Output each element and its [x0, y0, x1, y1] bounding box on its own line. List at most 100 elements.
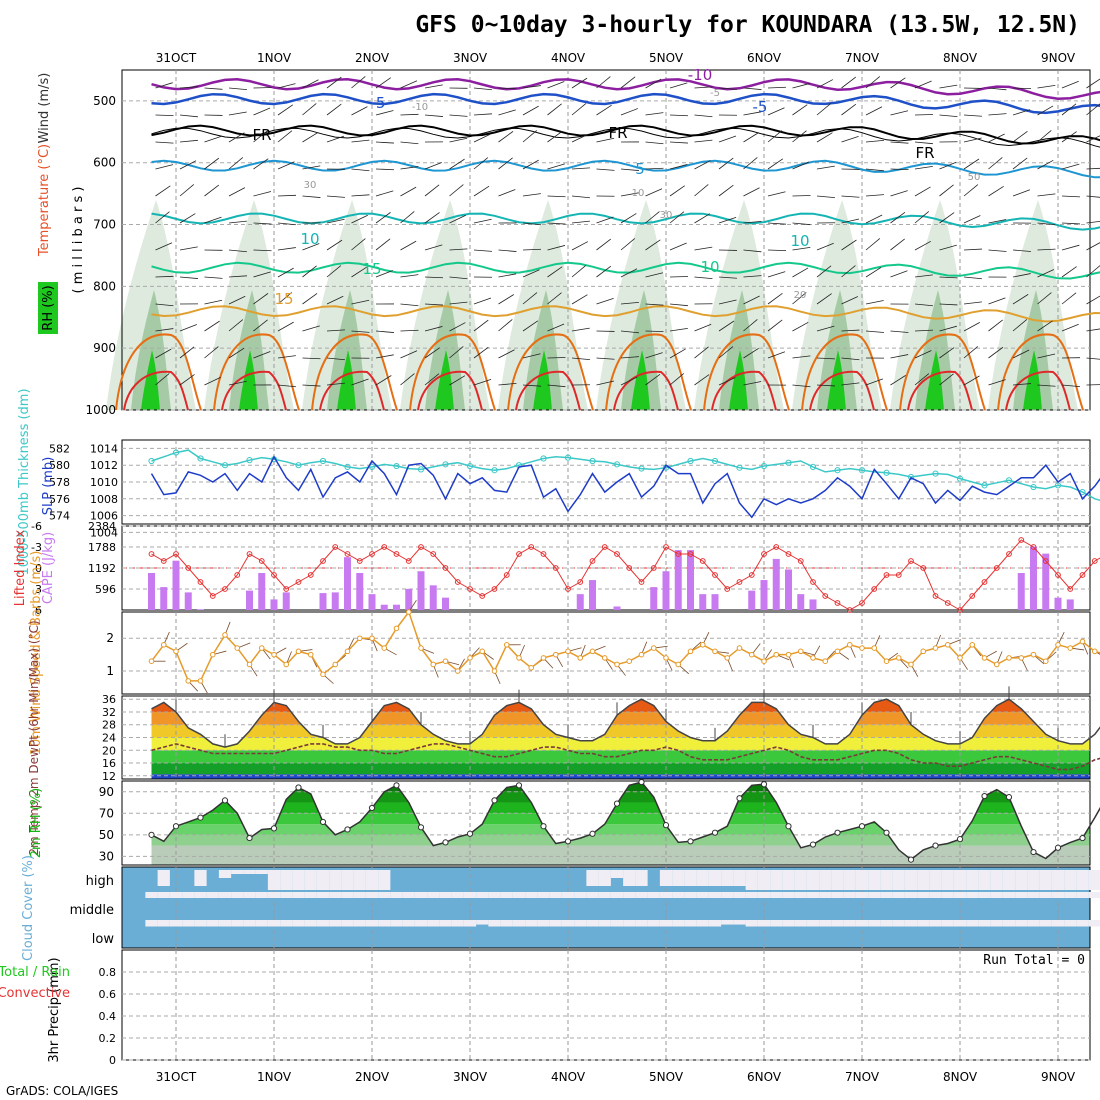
- cape-bar: [1042, 553, 1050, 610]
- wind10m-point: [797, 648, 804, 655]
- wind10m-point: [442, 658, 449, 665]
- rh2m-point: [172, 823, 180, 830]
- rh-band: [151, 813, 1090, 825]
- wind-barb: [816, 384, 835, 387]
- wind-barb: [498, 319, 513, 332]
- wind-barb: [963, 248, 982, 251]
- precip-legend-total: Total / Rain: [0, 965, 70, 980]
- wind-barb: [179, 86, 198, 89]
- wind-barb: [890, 330, 909, 333]
- wind-barb: [449, 248, 468, 251]
- li-point: [454, 579, 461, 585]
- cloud-high-cell: [378, 870, 391, 890]
- li-point: [871, 586, 878, 592]
- cloud-high-cell: [966, 870, 979, 890]
- temp-band: [151, 711, 1090, 725]
- li-point: [185, 565, 192, 571]
- rh2m-point: [736, 795, 743, 802]
- wind-barb: [204, 184, 220, 197]
- cloud-middle-cell: [623, 892, 636, 898]
- cloud-low-cell: [819, 920, 832, 927]
- li-point: [859, 600, 865, 606]
- li-point: [369, 551, 375, 557]
- wind-barb: [914, 303, 933, 307]
- temperature-contour: [515, 370, 581, 411]
- wind-barb: [351, 330, 370, 333]
- wind-barb: [718, 87, 737, 90]
- wind-barb: [743, 319, 758, 332]
- cloud-high-cell: [341, 870, 354, 890]
- rh2m-point: [466, 830, 474, 837]
- wind10m-point: [369, 635, 375, 642]
- wind-barb: [302, 293, 318, 305]
- cape-tick: 1192: [88, 562, 116, 575]
- cape-bar: [1054, 597, 1062, 610]
- wind-barb: [277, 83, 296, 89]
- wind10m-point: [663, 655, 669, 661]
- cape-bar: [699, 594, 707, 610]
- wind-barb: [351, 266, 367, 278]
- precip-tick: 0.2: [99, 1032, 117, 1045]
- wind-barb: [547, 323, 565, 332]
- cloud-low-cell: [880, 920, 893, 927]
- wind-barb: [522, 269, 540, 278]
- wind-barb: [865, 238, 881, 251]
- wind-barb: [375, 330, 394, 333]
- wind-barb: [718, 216, 737, 224]
- wind-barb: [1012, 249, 1031, 252]
- cloud-high-cell: [831, 870, 844, 890]
- wind-barb: [620, 108, 638, 116]
- li-point: [283, 586, 290, 592]
- wind10m-point: [516, 655, 522, 661]
- wind-barb: [645, 167, 664, 170]
- wind-barb: [204, 157, 220, 170]
- wind10m-point: [197, 678, 204, 684]
- wind10m-point: [908, 661, 914, 668]
- thickness-point: [172, 449, 180, 456]
- temperature-contour: [311, 333, 398, 411]
- cape-tick: 2384: [88, 520, 116, 533]
- wind-barb: [547, 222, 566, 225]
- cloud-middle-cell: [929, 892, 942, 898]
- wind-barb: [890, 168, 909, 171]
- cloud-middle-cell: [978, 892, 991, 898]
- wind-barb: [522, 248, 542, 251]
- wind-barb: [841, 357, 860, 361]
- li-point: [320, 558, 326, 564]
- wind-barb: [277, 384, 296, 388]
- cloud-middle-cell: [598, 892, 611, 898]
- cloud-middle-cell: [1027, 892, 1040, 898]
- cloud-middle-cell: [586, 892, 599, 898]
- precip-tick: 0.6: [99, 988, 117, 1001]
- wind-barb: [596, 76, 611, 89]
- cloud-low-cell: [414, 920, 428, 927]
- li-tick: 3: [35, 583, 42, 596]
- wind-barb: [498, 273, 517, 278]
- wind-barb: [571, 265, 587, 278]
- li-point: [589, 558, 596, 564]
- cloud-low-cell: [390, 920, 403, 927]
- cloud-low-cell: [1015, 920, 1028, 927]
- li-point: [197, 579, 204, 585]
- wind-barb: [400, 303, 419, 307]
- wind-barb: [473, 133, 491, 143]
- wind-barb: [718, 276, 737, 279]
- thickness-point: [148, 457, 155, 465]
- wind-barb: [792, 161, 810, 170]
- thickness-point: [466, 462, 474, 470]
- wind10m-point: [467, 655, 473, 661]
- cloud-high-cell: [1039, 870, 1052, 890]
- wind-barb: [963, 184, 979, 197]
- wind-barb: [522, 222, 541, 226]
- wind-barb: [326, 295, 344, 305]
- cloud-middle-cell: [353, 892, 366, 898]
- wind10m-point: [1079, 638, 1086, 645]
- wind-barb: [767, 249, 787, 252]
- li-point: [993, 565, 1000, 571]
- wind-barb: [596, 297, 614, 305]
- cape-bar: [576, 594, 584, 610]
- rh2m-point: [564, 838, 572, 845]
- wind-barb: [988, 379, 1006, 386]
- wind-barb: [939, 303, 958, 306]
- rh2m-point: [785, 823, 792, 830]
